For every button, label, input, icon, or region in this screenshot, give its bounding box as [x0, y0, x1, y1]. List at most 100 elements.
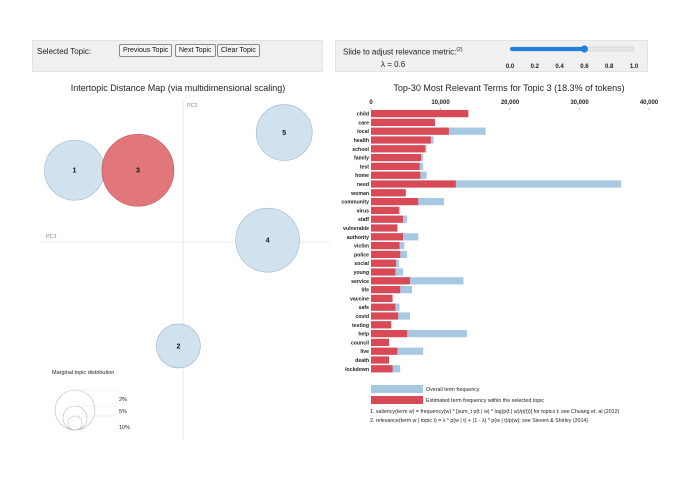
term-label: service	[351, 279, 369, 285]
topic-bubble-label: 5	[282, 130, 286, 137]
term-label: community	[341, 200, 369, 206]
slider-knob[interactable]	[580, 45, 589, 53]
term-label: social	[354, 261, 369, 267]
legend-estimated: Estimated term frequency within the sele…	[426, 398, 544, 404]
estimated-bar[interactable]	[371, 215, 403, 223]
estimated-bar[interactable]	[371, 224, 398, 232]
slider-tick-label: 0.0	[506, 64, 515, 70]
topic-bubbles: 1 3 5 4 2	[44, 104, 313, 369]
estimated-bar[interactable]	[371, 303, 396, 311]
term-label: help	[358, 332, 369, 338]
estimated-bar[interactable]	[371, 286, 401, 294]
term-label: victim	[354, 244, 369, 250]
topic-bubble-2[interactable]	[156, 323, 201, 369]
legend-title: Marginal topic distribution	[52, 370, 114, 376]
x-tick-label: 40,000	[640, 100, 659, 106]
bar-x-axis: 0 10,000 20,000 30,000 40,000	[369, 100, 659, 110]
estimated-bar[interactable]	[371, 356, 390, 364]
legend-entry: 5%	[119, 409, 127, 415]
legend-circle	[54, 389, 96, 431]
estimated-bar[interactable]	[371, 330, 408, 338]
topic-control-panel: Selected Topic: Previous Topic Next Topi…	[32, 40, 323, 72]
estimated-bar[interactable]	[371, 294, 393, 302]
intertopic-map-title: Intertopic Distance Map (via multidimens…	[71, 83, 286, 93]
estimated-bar[interactable]	[371, 338, 390, 346]
topic-bubble-label: 3	[136, 168, 140, 175]
x-tick-label: 20,000	[501, 100, 520, 106]
estimated-bar[interactable]	[371, 277, 410, 285]
legend-circle	[67, 415, 83, 431]
term-label: lockdown	[345, 367, 369, 373]
estimated-bar[interactable]	[371, 145, 426, 153]
estimated-bar[interactable]	[371, 118, 435, 126]
estimated-bar[interactable]	[371, 162, 420, 170]
estimated-bar[interactable]	[371, 259, 397, 267]
estimated-bar[interactable]	[371, 250, 401, 258]
term-label: authority	[347, 235, 369, 241]
overall-bar[interactable]	[371, 330, 467, 338]
estimated-bar[interactable]	[371, 110, 469, 118]
estimated-bar[interactable]	[371, 242, 400, 250]
clear-topic-button[interactable]: Clear Topic	[217, 44, 260, 57]
estimated-bar[interactable]	[371, 127, 449, 135]
x-tick-label: 0	[369, 100, 373, 106]
term-label: police	[354, 252, 369, 258]
estimated-bar[interactable]	[371, 206, 399, 214]
estimated-bar[interactable]	[371, 180, 456, 188]
term-label: home	[355, 173, 369, 179]
relevance-control-panel: Slide to adjust relevance metric:(2) λ =…	[335, 40, 648, 72]
legend-entry: 10%	[119, 425, 130, 431]
estimated-bar[interactable]	[371, 171, 421, 179]
overall-bar[interactable]	[371, 180, 622, 188]
selected-topic-label: Selected Topic:	[37, 47, 92, 56]
relevance-slider[interactable]: 0.0 0.2 0.4 0.6 0.8 1.0	[506, 45, 639, 70]
marginal-distribution-legend: Marginal topic distribution 2% 5% 10%	[52, 370, 130, 431]
legend-overall: Overall term frequency	[426, 387, 480, 393]
term-label: staff	[358, 217, 369, 223]
term-label: child	[357, 112, 369, 118]
term-label: safe	[359, 305, 369, 311]
previous-topic-button[interactable]: Previous Topic	[119, 44, 173, 57]
estimated-bar[interactable]	[371, 321, 392, 329]
estimated-bar[interactable]	[371, 154, 422, 162]
term-label: local	[357, 129, 369, 135]
term-label: life	[362, 288, 370, 294]
term-label: live	[360, 349, 369, 355]
slider-tick-label: 1.0	[630, 64, 639, 70]
overall-bar[interactable]	[371, 277, 464, 285]
pc2-label: PC2	[187, 103, 198, 109]
slider-tick-label: 0.2	[531, 64, 540, 70]
x-tick-label: 10,000	[431, 100, 450, 106]
topic-bubble-3[interactable]	[101, 133, 175, 207]
slider-tick-label: 0.4	[555, 64, 564, 70]
term-label: young	[353, 270, 369, 276]
topic-bubble-5[interactable]	[255, 104, 313, 161]
term-label: vaccine	[350, 296, 369, 302]
term-label: need	[357, 182, 369, 188]
estimated-bar[interactable]	[371, 198, 419, 206]
term-label: death	[355, 358, 369, 364]
pc1-label: PC1	[46, 234, 57, 240]
topic-bubble-4[interactable]	[235, 207, 300, 273]
term-label: school	[352, 147, 369, 153]
term-label: woman	[350, 191, 369, 197]
footnote-relevance: 2. relevance(term w | topic t) = λ * p(w…	[370, 418, 588, 424]
term-label: virus	[357, 208, 370, 214]
x-tick-label: 30,000	[570, 100, 589, 106]
slider-label: Slide to adjust relevance metric:(2)	[343, 47, 463, 57]
estimated-bar[interactable]	[371, 312, 399, 320]
next-topic-button[interactable]: Next Topic	[175, 44, 216, 57]
legend-swatch-estimated	[371, 396, 423, 404]
estimated-bar[interactable]	[371, 365, 393, 373]
estimated-bar[interactable]	[371, 347, 398, 355]
term-label: testing	[352, 323, 369, 329]
term-label: health	[354, 138, 369, 144]
estimated-bar[interactable]	[371, 189, 406, 197]
estimated-bar[interactable]	[371, 233, 403, 241]
bar-chart-title: Top-30 Most Relevant Terms for Topic 3 (…	[393, 83, 624, 93]
estimated-bar[interactable]	[371, 136, 431, 144]
term-label: vulnerable	[343, 226, 369, 232]
topic-bubble-label: 1	[72, 168, 76, 175]
estimated-bar[interactable]	[371, 268, 396, 276]
